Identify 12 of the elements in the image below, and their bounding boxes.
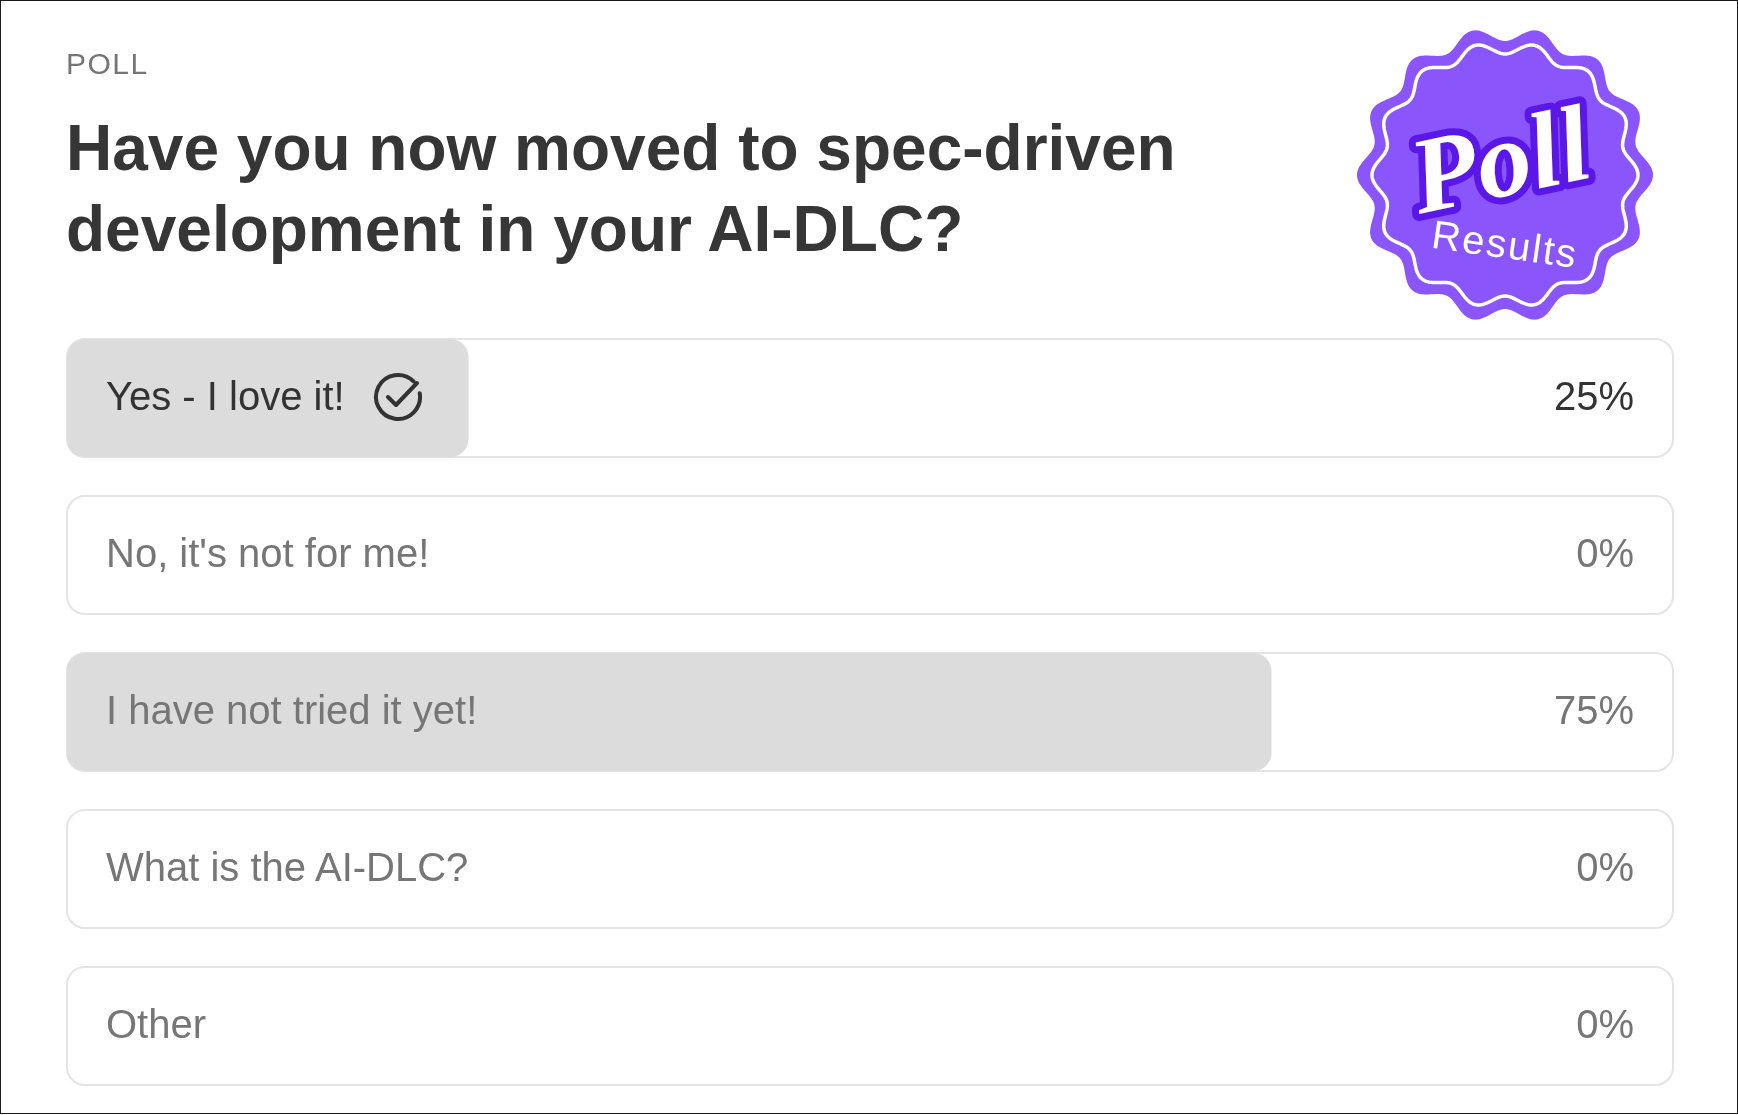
data-label: 0% [1576, 531, 1634, 575]
data-label: 75% [1553, 688, 1634, 732]
text: POLL [66, 47, 149, 80]
y-tick-label: I have not tried it yet! [106, 688, 478, 732]
data-label: 25% [1553, 374, 1634, 418]
chart-title: Have you now moved to spec-driven development in your AI-DLC? [66, 111, 1177, 267]
y-tick-label: No, it's not for me! [106, 531, 430, 575]
data-label: 0% [1576, 1002, 1634, 1046]
y-tick-label: Other [106, 1002, 207, 1046]
data-label: 0% [1576, 845, 1634, 889]
y-tick-label: Yes - I love it! [106, 374, 345, 418]
y-tick-label: What is the AI-DLC? [106, 845, 469, 889]
